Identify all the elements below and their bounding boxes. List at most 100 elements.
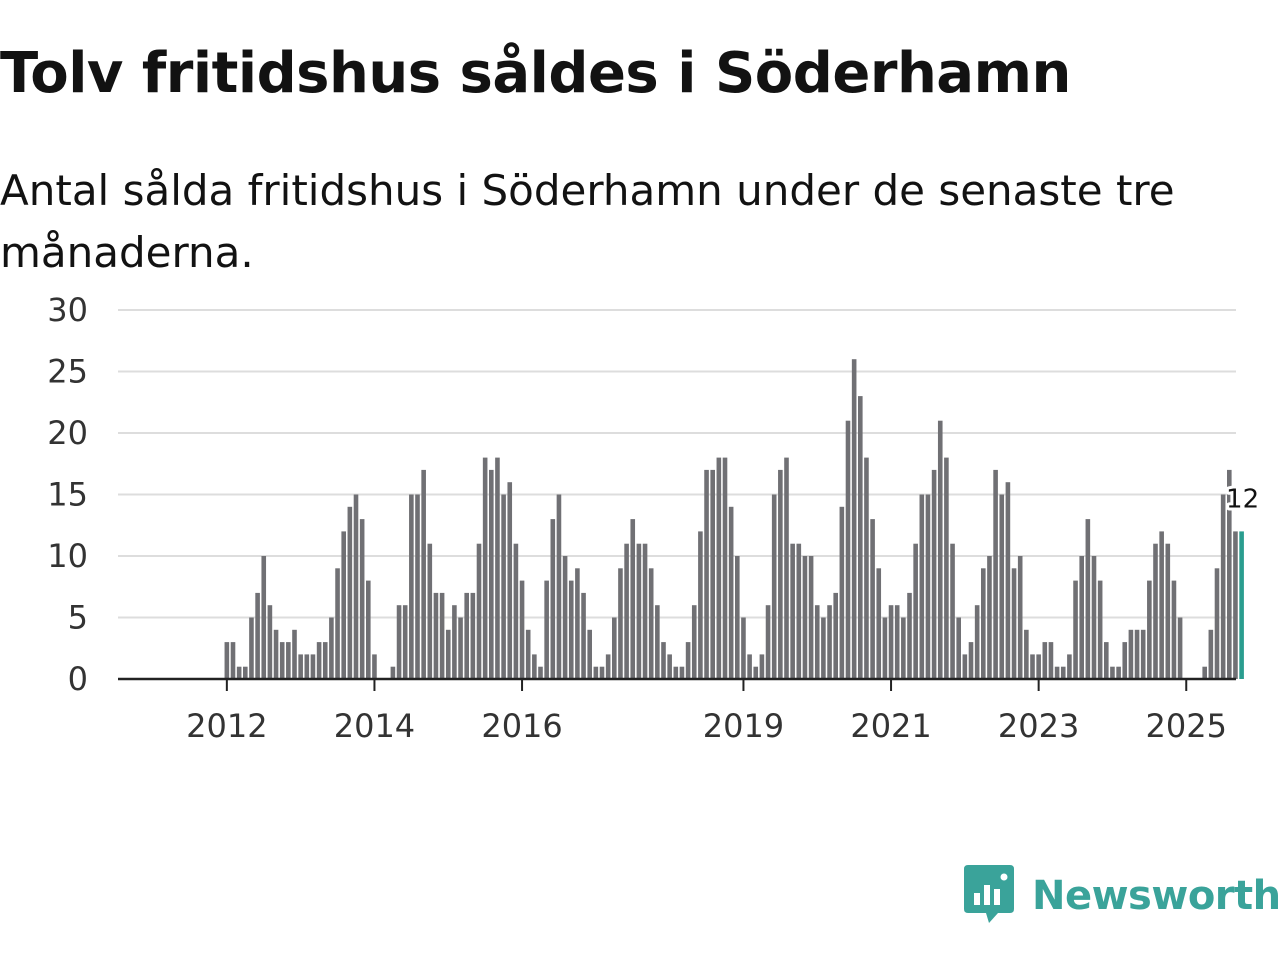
bar	[267, 605, 273, 679]
bar	[1159, 531, 1164, 679]
y-tick-label: 30	[47, 291, 88, 329]
bar	[950, 543, 955, 679]
bar	[1147, 580, 1152, 679]
last-value-annotation: 12	[1223, 482, 1262, 518]
bar	[335, 568, 340, 679]
bar	[550, 519, 556, 679]
bar	[470, 592, 476, 679]
bar	[747, 654, 752, 679]
bar	[845, 420, 851, 679]
bar	[501, 494, 506, 679]
chart-logo-icon	[964, 865, 1014, 923]
bar	[722, 457, 728, 679]
bar	[882, 617, 888, 679]
x-tick-label: 2019	[703, 707, 784, 745]
bar	[304, 654, 310, 679]
bar	[1208, 629, 1214, 679]
bar	[919, 494, 925, 679]
bar	[298, 654, 303, 679]
newsworthy-logo[interactable]: Newsworthy	[964, 864, 1280, 928]
bar	[790, 543, 795, 679]
bar	[612, 617, 617, 679]
bar	[870, 519, 875, 679]
chart-title: Tolv fritidshus såldes i Söderhamn	[0, 41, 1071, 106]
bar	[784, 457, 789, 679]
bar	[1005, 482, 1011, 679]
bar	[710, 469, 715, 679]
bar	[993, 469, 998, 679]
bar	[962, 654, 968, 679]
bar	[968, 642, 974, 679]
bar	[821, 617, 826, 679]
bar	[286, 642, 291, 679]
bar	[230, 642, 236, 679]
bar	[476, 543, 482, 679]
bar	[390, 666, 396, 679]
bar	[1171, 580, 1177, 679]
bar	[876, 568, 882, 679]
bar	[568, 580, 574, 679]
bar	[1036, 654, 1041, 679]
bar	[956, 617, 961, 679]
bar	[802, 556, 808, 679]
bar	[1153, 543, 1158, 679]
bar	[1128, 629, 1134, 679]
bar	[532, 654, 537, 679]
bar	[445, 629, 451, 679]
bar	[556, 494, 562, 679]
bar	[458, 617, 463, 679]
bar	[1122, 642, 1128, 679]
bar	[464, 592, 469, 679]
brand-name: Newsworthy	[1032, 873, 1280, 919]
bars	[224, 359, 1244, 679]
bar	[1165, 543, 1171, 679]
bar	[698, 531, 703, 679]
bar	[642, 543, 648, 679]
bar	[587, 629, 592, 679]
x-ticks: 2012 2014 2016 2019 2021 2023 2025	[186, 679, 1227, 745]
bar	[519, 580, 525, 679]
bar	[538, 666, 543, 679]
bar	[648, 568, 654, 679]
bar	[888, 605, 894, 679]
bar	[741, 617, 746, 679]
bar	[1134, 629, 1140, 679]
x-tick-label: 2014	[334, 707, 415, 745]
bar	[421, 469, 426, 679]
bar	[1202, 666, 1207, 679]
bar	[894, 605, 900, 679]
bar	[1060, 666, 1066, 679]
bar	[1067, 654, 1072, 679]
bar	[913, 543, 918, 679]
y-tick-label: 25	[47, 353, 88, 391]
bar	[329, 617, 334, 679]
bar	[1097, 580, 1103, 679]
y-tick-label: 5	[68, 599, 88, 637]
bar	[593, 666, 599, 679]
bar	[673, 666, 679, 679]
bar	[402, 605, 408, 679]
bar	[1110, 666, 1115, 679]
bar	[716, 457, 722, 679]
bar	[396, 605, 402, 679]
y-grid: 0 5 10 15 20 25 30	[47, 291, 1236, 698]
bar	[974, 605, 980, 679]
bar	[366, 580, 371, 679]
bar	[1220, 494, 1226, 679]
bar	[778, 469, 783, 679]
bar	[1177, 617, 1183, 679]
x-tick-label: 2012	[186, 707, 267, 745]
bar	[808, 556, 814, 679]
bar	[679, 666, 685, 679]
bar	[255, 592, 260, 679]
bar	[1116, 666, 1121, 679]
bar	[513, 543, 519, 679]
bar	[839, 506, 845, 679]
bar	[771, 494, 777, 679]
bar	[427, 543, 433, 679]
bar	[562, 556, 568, 679]
bar	[341, 531, 346, 679]
y-tick-label: 10	[47, 537, 88, 575]
bar	[1233, 531, 1238, 679]
